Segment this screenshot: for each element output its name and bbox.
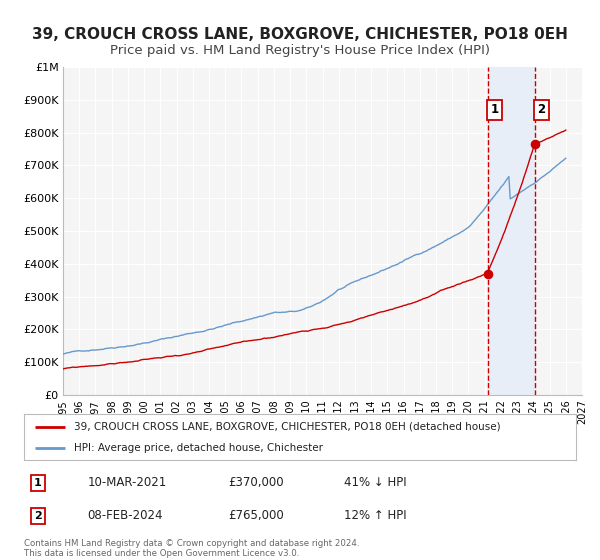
- Text: £370,000: £370,000: [228, 477, 284, 489]
- Text: 1: 1: [490, 103, 499, 116]
- Text: 10-MAR-2021: 10-MAR-2021: [88, 477, 167, 489]
- Text: £765,000: £765,000: [228, 510, 284, 522]
- Bar: [488, 67, 535, 395]
- Text: 39, CROUCH CROSS LANE, BOXGROVE, CHICHESTER, PO18 0EH: 39, CROUCH CROSS LANE, BOXGROVE, CHICHES…: [32, 27, 568, 42]
- Text: 39, CROUCH CROSS LANE, BOXGROVE, CHICHESTER, PO18 0EH (detached house): 39, CROUCH CROSS LANE, BOXGROVE, CHICHES…: [74, 422, 500, 432]
- Text: 12% ↑ HPI: 12% ↑ HPI: [344, 510, 407, 522]
- Point: [483, 269, 493, 278]
- Text: 2: 2: [34, 511, 41, 521]
- Text: 08-FEB-2024: 08-FEB-2024: [88, 510, 163, 522]
- Text: 2: 2: [538, 103, 545, 116]
- Point: [530, 139, 540, 148]
- Text: 1: 1: [34, 478, 41, 488]
- Text: Price paid vs. HM Land Registry's House Price Index (HPI): Price paid vs. HM Land Registry's House …: [110, 44, 490, 57]
- Text: 41% ↓ HPI: 41% ↓ HPI: [344, 477, 407, 489]
- Text: HPI: Average price, detached house, Chichester: HPI: Average price, detached house, Chic…: [74, 443, 323, 453]
- Text: Contains HM Land Registry data © Crown copyright and database right 2024.
This d: Contains HM Land Registry data © Crown c…: [24, 539, 359, 558]
